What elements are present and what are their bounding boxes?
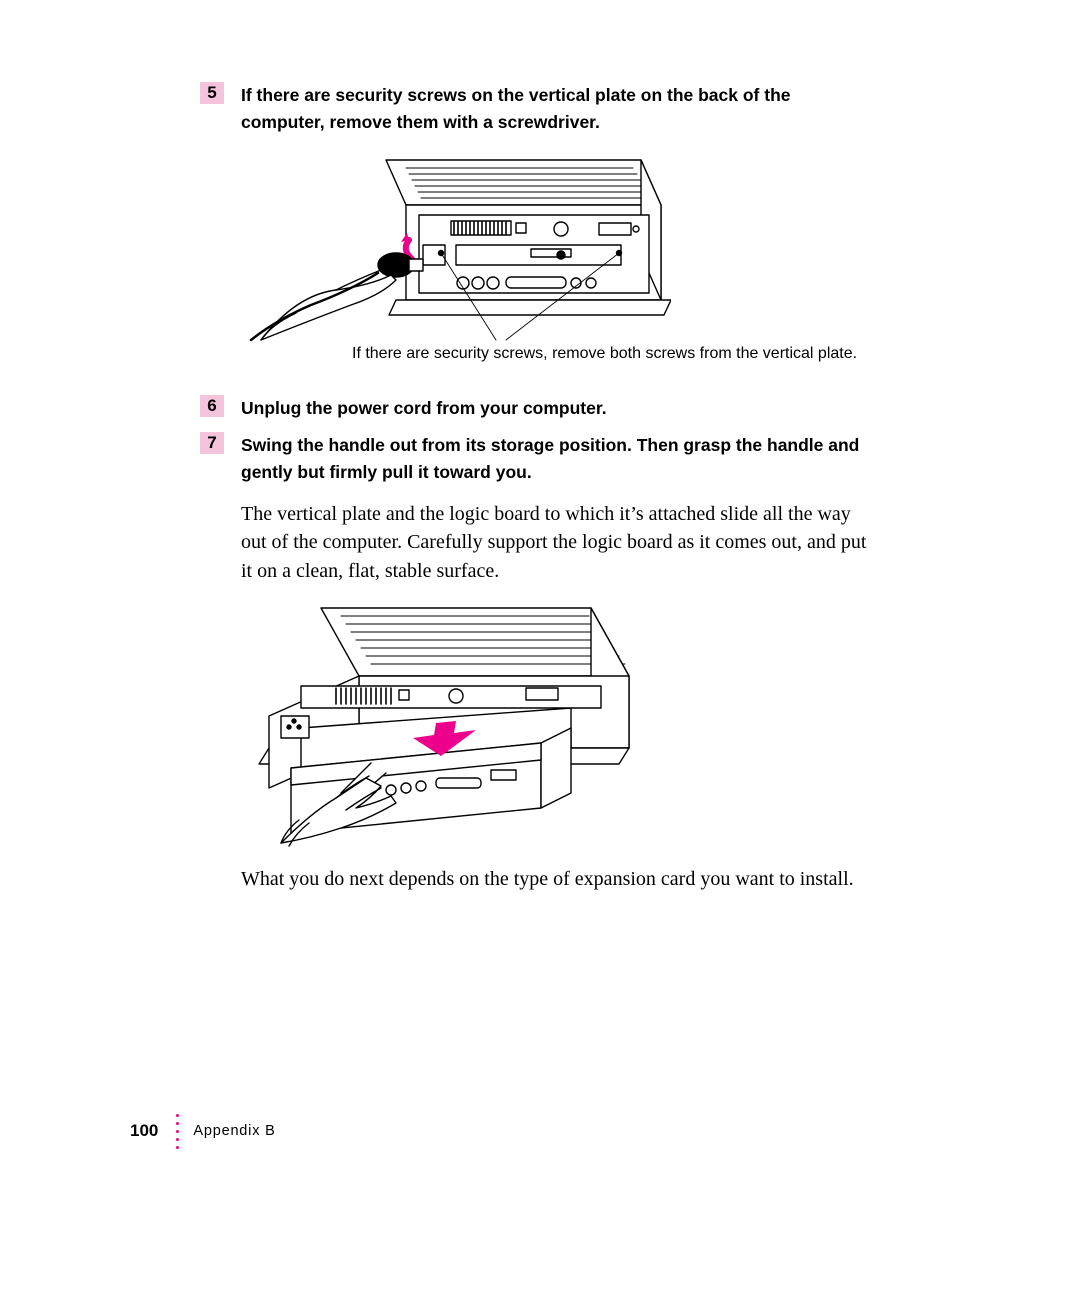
figure1-caption: If there are security screws, remove bot… — [352, 344, 872, 365]
body-paragraph-2: What you do next depends on the type of … — [241, 865, 881, 893]
step-number-5: 5 — [200, 82, 224, 104]
page-footer: 100 Appendix B — [130, 1111, 276, 1151]
step-text-7: Swing the handle out from its storage po… — [241, 432, 866, 486]
footer-section: Appendix B — [193, 1123, 275, 1139]
footer-dots-icon — [176, 1111, 179, 1151]
step-number-7: 7 — [200, 432, 224, 454]
page-number: 100 — [130, 1121, 158, 1141]
figure-remove-screws — [241, 145, 671, 345]
step-text-6: Unplug the power cord from your computer… — [241, 395, 871, 422]
figure-pull-board — [241, 598, 641, 848]
step-text-5: If there are security screws on the vert… — [241, 82, 871, 136]
body-paragraph-1: The vertical plate and the logic board t… — [241, 500, 871, 585]
step-number-6: 6 — [200, 395, 224, 417]
